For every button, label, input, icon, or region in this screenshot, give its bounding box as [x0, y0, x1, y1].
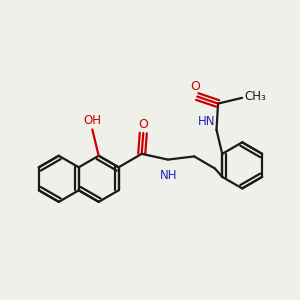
- Text: CH₃: CH₃: [244, 90, 266, 103]
- Text: NH: NH: [160, 169, 177, 182]
- Text: HN: HN: [197, 115, 215, 128]
- Text: O: O: [190, 80, 200, 93]
- Text: O: O: [138, 118, 148, 131]
- Text: OH: OH: [83, 114, 101, 127]
